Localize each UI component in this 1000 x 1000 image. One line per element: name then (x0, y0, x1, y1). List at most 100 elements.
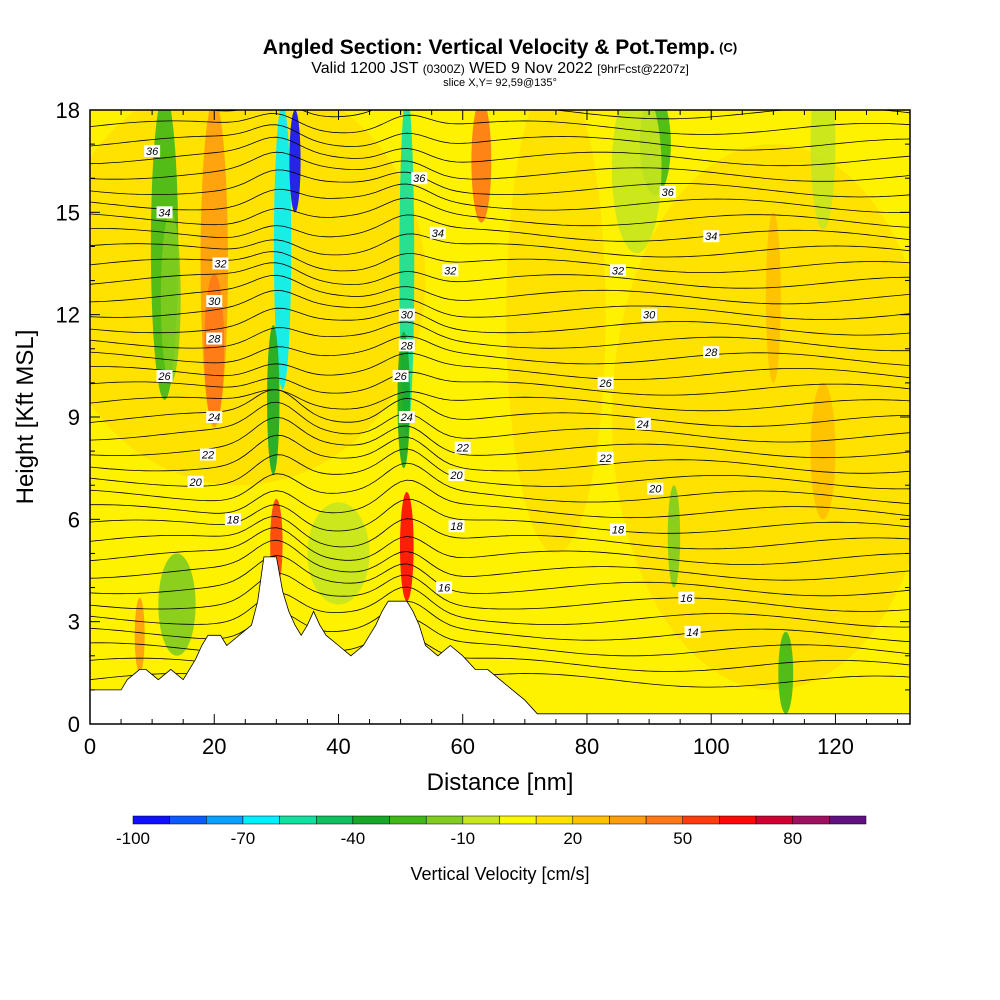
x-tick-label: 40 (326, 734, 350, 759)
theta-contour-label: 26 (392, 370, 409, 383)
valid-utc: (0300Z) (422, 62, 465, 76)
theta-label-text: 20 (449, 470, 463, 482)
colorbar-tick-label: -10 (451, 829, 476, 848)
velocity-feature (397, 331, 410, 469)
theta-label-box (597, 376, 614, 389)
theta-contour-label: 30 (641, 308, 658, 322)
y-tick-label: 12 (56, 303, 80, 328)
theta-label-box (398, 308, 415, 321)
theta-label-text: 28 (400, 340, 414, 352)
theta-label-text: 34 (432, 228, 444, 240)
theta-contour-label: 28 (206, 332, 223, 346)
theta-contour (90, 389, 910, 412)
theta-contour (90, 124, 910, 151)
colorbar-tick-label: 50 (673, 829, 692, 848)
velocity-feature (667, 485, 681, 588)
colorbar-swatch (572, 815, 610, 825)
velocity-feature (506, 110, 606, 554)
colorbar: -100 -70 -40 -10 20 50 80 (116, 815, 867, 848)
theta-label-text: 30 (208, 296, 221, 308)
theta-label-text: 20 (648, 484, 662, 496)
theta-contour (90, 586, 910, 628)
theta-label-box (597, 451, 614, 464)
theta-contour (90, 233, 910, 258)
theta-label-text: 16 (680, 593, 693, 605)
theta-contour-label: 16 (678, 591, 695, 605)
theta-contour (90, 169, 910, 198)
theta-contour-label: 32 (212, 257, 229, 271)
theta-contour (90, 462, 910, 504)
theta-label-box (442, 264, 459, 277)
x-tick-label: 20 (202, 734, 226, 759)
theta-label-box (398, 411, 415, 423)
theta-label-box (448, 468, 465, 481)
colorbar-swatch (535, 815, 574, 825)
theta-label-text: 26 (157, 371, 171, 383)
theta-contour-label: 16 (436, 581, 453, 595)
theta-contour-label: 32 (610, 264, 627, 277)
chart-subtitle: Valid 1200 JST (0300Z) WED 9 Nov 2022 [9… (0, 60, 1000, 78)
theta-label-box (224, 513, 241, 526)
theta-contour-label: 30 (206, 295, 223, 308)
theta-label-text: 36 (146, 146, 159, 158)
forecast-label: [9hrFcst@2207z] (597, 62, 689, 76)
theta-contour (90, 600, 910, 643)
theta-label-box (187, 475, 204, 488)
theta-contour (90, 214, 910, 242)
theta-label-text: 18 (612, 525, 625, 537)
theta-contour-label: 20 (448, 468, 465, 482)
colorbar-swatch (316, 815, 354, 825)
velocity-feature (778, 631, 794, 714)
theta-contour (90, 321, 910, 352)
velocity-feature (267, 324, 280, 475)
velocity-feature (160, 212, 181, 383)
colorbar-swatch (719, 815, 757, 825)
theta-contour-label: 26 (597, 376, 614, 390)
theta-contour-label: 28 (703, 346, 720, 359)
theta-contour-label: 34 (156, 206, 173, 219)
chart-title: Angled Section: Vertical Velocity & Pot.… (0, 36, 1000, 60)
valid-label: Valid 1200 JST (311, 60, 419, 77)
theta-contour-label: 18 (224, 513, 241, 526)
theta-contour (90, 136, 910, 167)
theta-label-box (212, 257, 229, 270)
colorbar-swatch (645, 815, 683, 825)
theta-contour (90, 389, 910, 427)
title-mark: (C) (719, 40, 738, 55)
theta-label-box (641, 308, 658, 321)
x-tick-label: 100 (693, 734, 730, 759)
y-tick-label: 15 (56, 200, 80, 225)
velocity-feature (289, 110, 301, 213)
title-text: Angled Section: Vertical Velocity & Pot.… (262, 36, 716, 59)
valid-date: WED 9 Nov 2022 (469, 60, 593, 77)
theta-label-text: 22 (598, 453, 611, 465)
theta-contour (90, 274, 910, 305)
theta-contour (90, 448, 910, 490)
velocity-feature (611, 110, 662, 254)
theta-contour-label: 22 (597, 451, 614, 465)
theta-contour (90, 401, 910, 443)
velocity-feature (134, 597, 145, 673)
theta-label-box (144, 144, 161, 157)
theta-contour-label: 32 (442, 264, 459, 277)
theta-label-text: 14 (686, 627, 698, 639)
theta-label-text: 30 (401, 310, 414, 322)
y-axis-label: Height [Kft MSL] (12, 330, 39, 505)
y-tick-label: 9 (68, 405, 80, 430)
colorbar-swatch (206, 815, 244, 825)
colorbar-tick-label: -70 (231, 829, 256, 848)
velocity-feature (90, 110, 426, 486)
velocity-feature (399, 492, 414, 602)
theta-label-text: 28 (207, 334, 221, 346)
theta-label-text: 24 (207, 412, 220, 424)
colorbar-swatch (352, 815, 390, 825)
colorbar-tick-label: -100 (116, 829, 150, 848)
theta-contour (90, 151, 910, 182)
theta-contour (90, 113, 910, 135)
theta-contour-label: 30 (398, 308, 415, 322)
theta-label-text: 36 (662, 187, 675, 199)
theta-label-box (703, 230, 720, 243)
theta-label-text: 18 (227, 514, 240, 526)
theta-label-text: 32 (214, 259, 226, 271)
